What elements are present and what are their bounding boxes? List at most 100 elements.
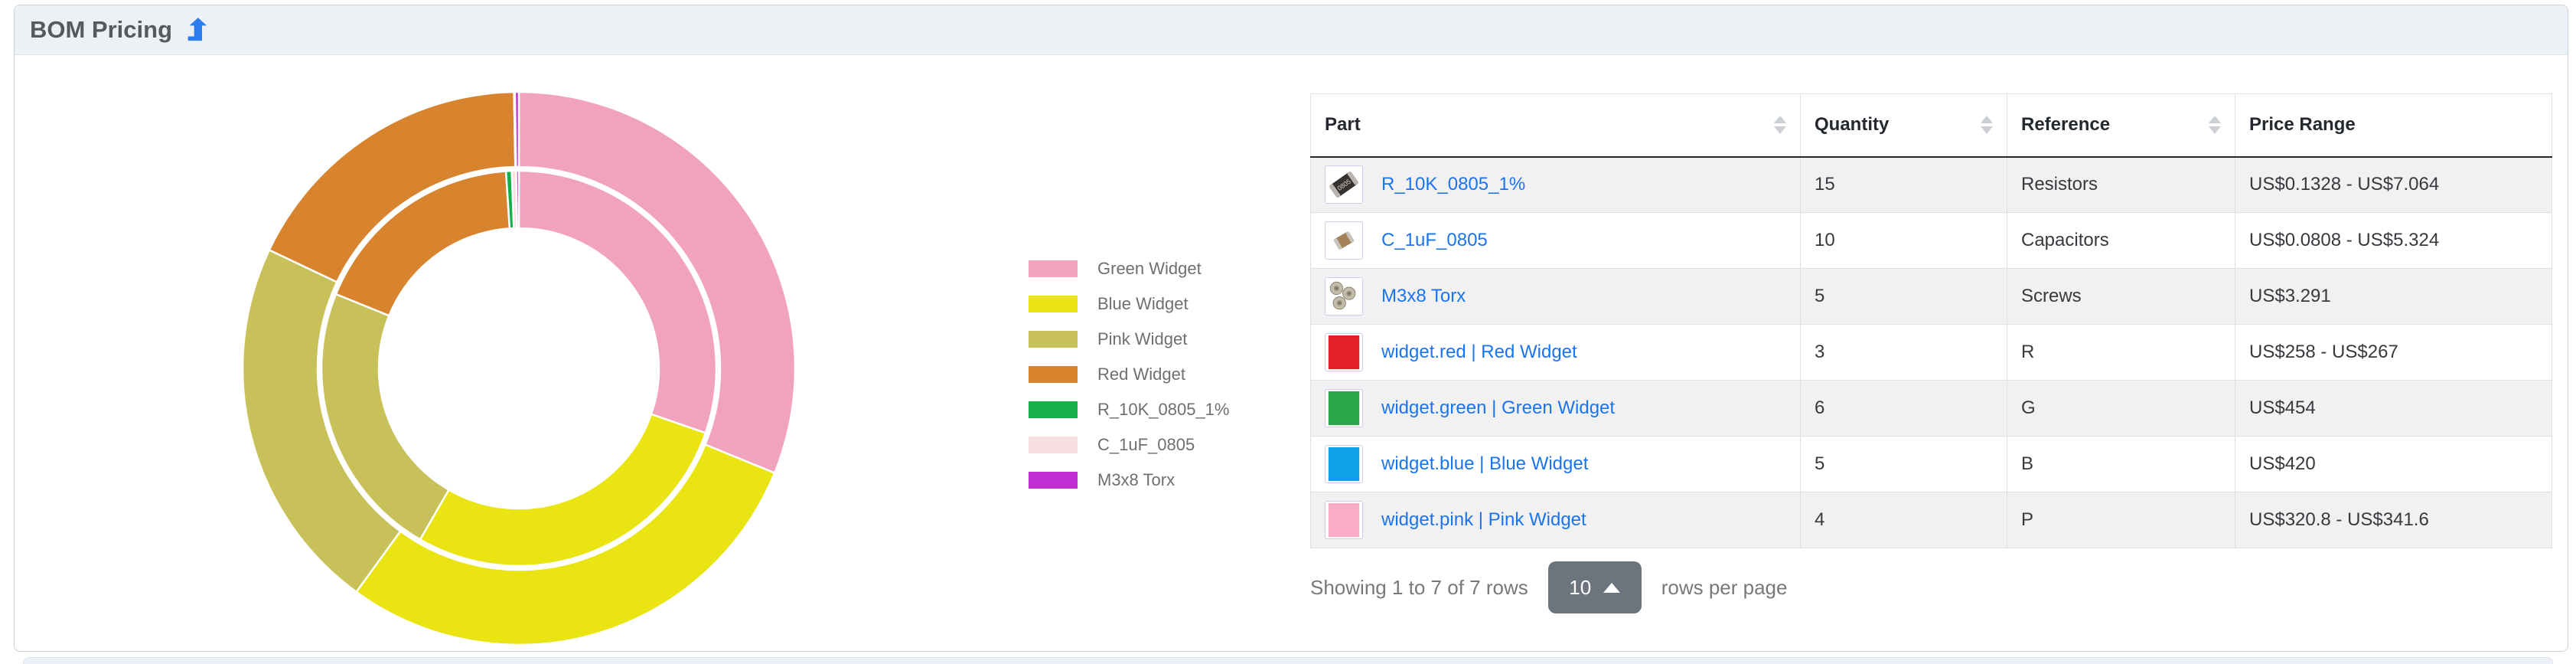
legend-label: M3x8 Torx	[1097, 470, 1176, 489]
price-range-cell: US$0.1328 - US$7.064	[2235, 156, 2552, 213]
legend-item[interactable]: Green Widget	[1029, 259, 1229, 279]
part-link[interactable]: widget.blue | Blue Widget	[1381, 453, 1589, 474]
legend-label: Green Widget	[1097, 259, 1202, 278]
column-header-price-range: Price Range	[2235, 93, 2552, 158]
table-row: widget.blue | Blue Widget 5 B US$420	[1310, 436, 2552, 492]
legend-swatch	[1029, 401, 1078, 418]
donut-segment-inner[interactable]	[419, 413, 707, 568]
legend-item[interactable]: Red Widget	[1029, 365, 1229, 384]
price-range-cell: US$320.8 - US$341.6	[2235, 492, 2552, 548]
quantity-cell: 10	[1800, 212, 2007, 269]
donut-segment-inner[interactable]	[515, 169, 520, 230]
bom-pricing-panel: BOM Pricing Green Widget Blue Widget Pink …	[14, 5, 2568, 652]
legend-item[interactable]: Pink Widget	[1029, 329, 1229, 349]
sort-icon[interactable]	[1981, 116, 1993, 135]
donut-segment-inner[interactable]	[517, 169, 718, 434]
legend-swatch	[1029, 437, 1078, 453]
table-row: widget.pink | Pink Widget 4 P US$320.8 - US…	[1310, 492, 2552, 548]
sort-icon[interactable]	[1774, 116, 1786, 135]
donut-segment-outer[interactable]	[514, 90, 520, 168]
reference-cell: Screws	[2007, 268, 2235, 325]
price-range-cell: US$420	[2235, 436, 2552, 492]
price-range-cell: US$0.0808 - US$5.324	[2235, 212, 2552, 269]
price-range-cell: US$3.291	[2235, 268, 2552, 325]
column-header-part[interactable]: Part	[1310, 93, 1801, 158]
reference-cell: P	[2007, 492, 2235, 548]
quantity-cell: 5	[1800, 436, 2007, 492]
part-cell: 0805 R_10K_0805_1%	[1310, 156, 1801, 213]
legend-label: Pink Widget	[1097, 329, 1188, 348]
table-row: M3x8 Torx 5 Screws US$3.291	[1310, 268, 2552, 325]
donut-segment-outer[interactable]	[517, 90, 797, 475]
table-row: C_1uF_0805 10 Capacitors US$0.0808 - US$5.3…	[1310, 212, 2552, 269]
part-cell: widget.green | Green Widget	[1310, 380, 1801, 437]
legend-label: R_10K_0805_1%	[1097, 400, 1230, 419]
reference-cell: Resistors	[2007, 156, 2235, 213]
quantity-cell: 3	[1800, 324, 2007, 381]
reference-cell: R	[2007, 324, 2235, 381]
part-link[interactable]: R_10K_0805_1%	[1381, 174, 1526, 195]
part-link[interactable]: widget.red | Red Widget	[1381, 342, 1577, 362]
legend-item[interactable]: Blue Widget	[1029, 294, 1229, 314]
part-thumbnail	[1325, 277, 1363, 316]
quantity-cell: 6	[1800, 380, 2007, 437]
quantity-cell: 15	[1800, 156, 2007, 213]
part-cell: widget.pink | Pink Widget	[1310, 492, 1801, 548]
part-cell: widget.blue | Blue Widget	[1310, 436, 1801, 492]
legend-swatch	[1029, 260, 1078, 277]
legend-item[interactable]: M3x8 Torx	[1029, 470, 1229, 490]
table-row: widget.green | Green Widget 6 G US$454	[1310, 380, 2552, 437]
donut-segment-outer[interactable]	[241, 248, 402, 594]
level-up-arrow-icon[interactable]	[184, 17, 207, 43]
column-header-quantity[interactable]: Quantity	[1800, 93, 2007, 158]
column-header-reference[interactable]: Reference	[2007, 93, 2235, 158]
rows-per-page-label: rows per page	[1661, 575, 1788, 599]
donut-chart-svg	[241, 90, 797, 646]
part-thumbnail	[1325, 389, 1363, 427]
bom-table: Part Quantity Reference	[1310, 93, 2552, 548]
page-size-dropdown-button[interactable]: 10	[1547, 561, 1642, 613]
legend-label: Blue Widget	[1097, 294, 1189, 313]
sort-icon[interactable]	[2209, 116, 2221, 135]
legend-label: Red Widget	[1097, 365, 1185, 384]
part-cell: M3x8 Torx	[1310, 268, 1801, 325]
reference-cell: G	[2007, 380, 2235, 437]
part-link[interactable]: M3x8 Torx	[1381, 286, 1466, 306]
pagination-bar: Showing 1 to 7 of 7 rows 10 rows per pag…	[1310, 561, 1787, 613]
price-range-cell: US$258 - US$267	[2235, 324, 2552, 381]
part-thumbnail	[1325, 501, 1363, 539]
panel-title: BOM Pricing	[30, 16, 173, 43]
part-link[interactable]: widget.green | Green Widget	[1381, 397, 1616, 418]
quantity-cell: 5	[1800, 268, 2007, 325]
part-thumbnail	[1325, 333, 1363, 371]
pagination-summary: Showing 1 to 7 of 7 rows	[1310, 575, 1528, 599]
page-size-value: 10	[1569, 575, 1592, 599]
bom-table-body: 0805 R_10K_0805_1% 15 Resistors US$0.1328 - …	[1310, 156, 2552, 548]
next-panel-header-edge	[23, 657, 2553, 664]
panel-header: BOM Pricing	[15, 5, 2568, 55]
column-label: Part	[1325, 114, 1361, 136]
legend-swatch	[1029, 472, 1078, 489]
legend-item[interactable]: C_1uF_0805	[1029, 435, 1229, 455]
part-link[interactable]: widget.pink | Pink Widget	[1381, 509, 1586, 530]
part-thumbnail	[1325, 221, 1363, 260]
table-row: widget.red | Red Widget 3 R US$258 - US$267	[1310, 324, 2552, 381]
part-link[interactable]: C_1uF_0805	[1381, 230, 1488, 250]
price-range-cell: US$454	[2235, 380, 2552, 437]
caret-up-icon	[1603, 582, 1621, 593]
column-label: Reference	[2021, 114, 2111, 136]
reference-cell: B	[2007, 436, 2235, 492]
column-label: Price Range	[2249, 114, 2356, 136]
bom-price-donut-chart	[236, 85, 802, 652]
legend-swatch	[1029, 366, 1078, 383]
legend-swatch	[1029, 296, 1078, 312]
column-label: Quantity	[1815, 114, 1890, 136]
legend-swatch	[1029, 331, 1078, 348]
table-header-row: Part Quantity Reference	[1310, 93, 2552, 158]
donut-segment-outer[interactable]	[354, 443, 776, 646]
part-cell: widget.red | Red Widget	[1310, 324, 1801, 381]
part-cell: C_1uF_0805	[1310, 212, 1801, 269]
legend-label: C_1uF_0805	[1097, 435, 1195, 454]
legend-item[interactable]: R_10K_0805_1%	[1029, 400, 1229, 420]
table-row: 0805 R_10K_0805_1% 15 Resistors US$0.1328 - …	[1310, 156, 2552, 213]
